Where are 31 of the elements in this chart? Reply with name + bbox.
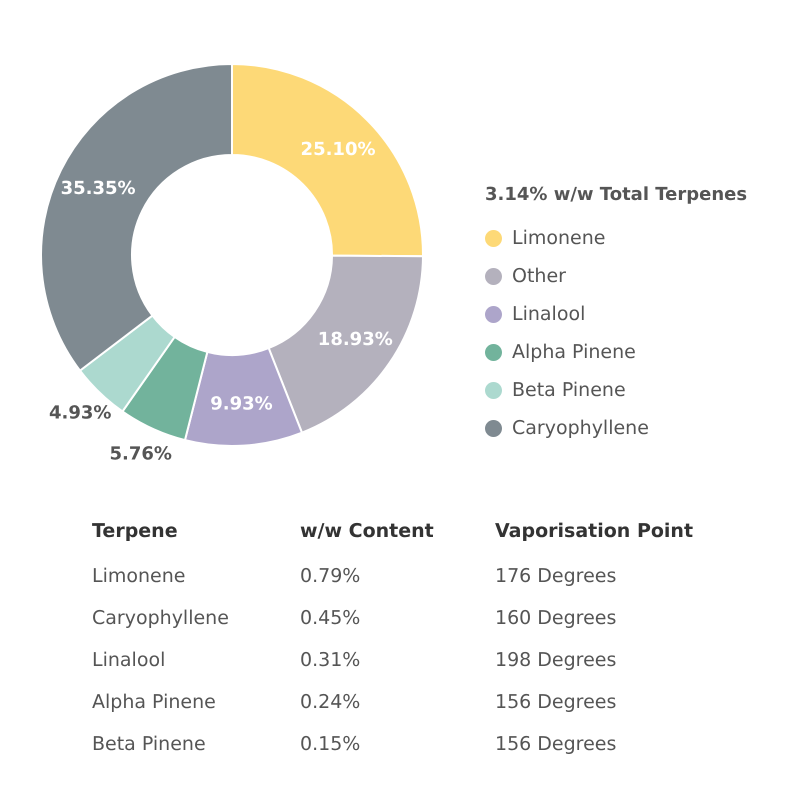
data-label: 4.93% bbox=[49, 402, 112, 424]
text: w/w Content bbox=[300, 520, 434, 542]
legend-label: Alpha Pinene bbox=[512, 341, 636, 363]
legend-label: Linalool bbox=[512, 303, 586, 325]
data-label: 5.76% bbox=[110, 444, 172, 465]
data-label: 35.35% bbox=[60, 178, 136, 200]
text: 198 Degrees bbox=[495, 649, 616, 671]
legend-label: Beta Pinene bbox=[512, 379, 626, 401]
text: 0.24% bbox=[300, 691, 360, 713]
text: 156 Degrees bbox=[495, 733, 616, 755]
text: 0.15% bbox=[300, 733, 360, 755]
legend-label: Other bbox=[512, 265, 566, 287]
text: 176 Degrees bbox=[495, 565, 616, 587]
legend-title: 3.14% w/w Total Terpenes bbox=[485, 184, 748, 205]
text: Beta Pinene bbox=[92, 733, 206, 755]
data-label: 25.10% bbox=[300, 139, 376, 160]
text: Linalool bbox=[92, 649, 166, 671]
data-label: 9.93% bbox=[210, 394, 273, 415]
legend-label: Limonene bbox=[512, 227, 606, 249]
text: 0.31% bbox=[300, 649, 360, 671]
text: Vaporisation Point bbox=[495, 520, 694, 542]
text: 156 Degrees bbox=[495, 691, 616, 713]
text: 0.45% bbox=[300, 607, 360, 629]
legend-label: Caryophyllene bbox=[512, 417, 649, 439]
text: 0.79% bbox=[300, 565, 360, 587]
text: Alpha Pinene bbox=[92, 691, 216, 713]
text: Terpene bbox=[92, 520, 178, 542]
text: 160 Degrees bbox=[495, 607, 616, 629]
text: Caryophyllene bbox=[92, 607, 229, 629]
data-label: 18.93% bbox=[318, 329, 393, 350]
text: Limonene bbox=[92, 565, 186, 587]
